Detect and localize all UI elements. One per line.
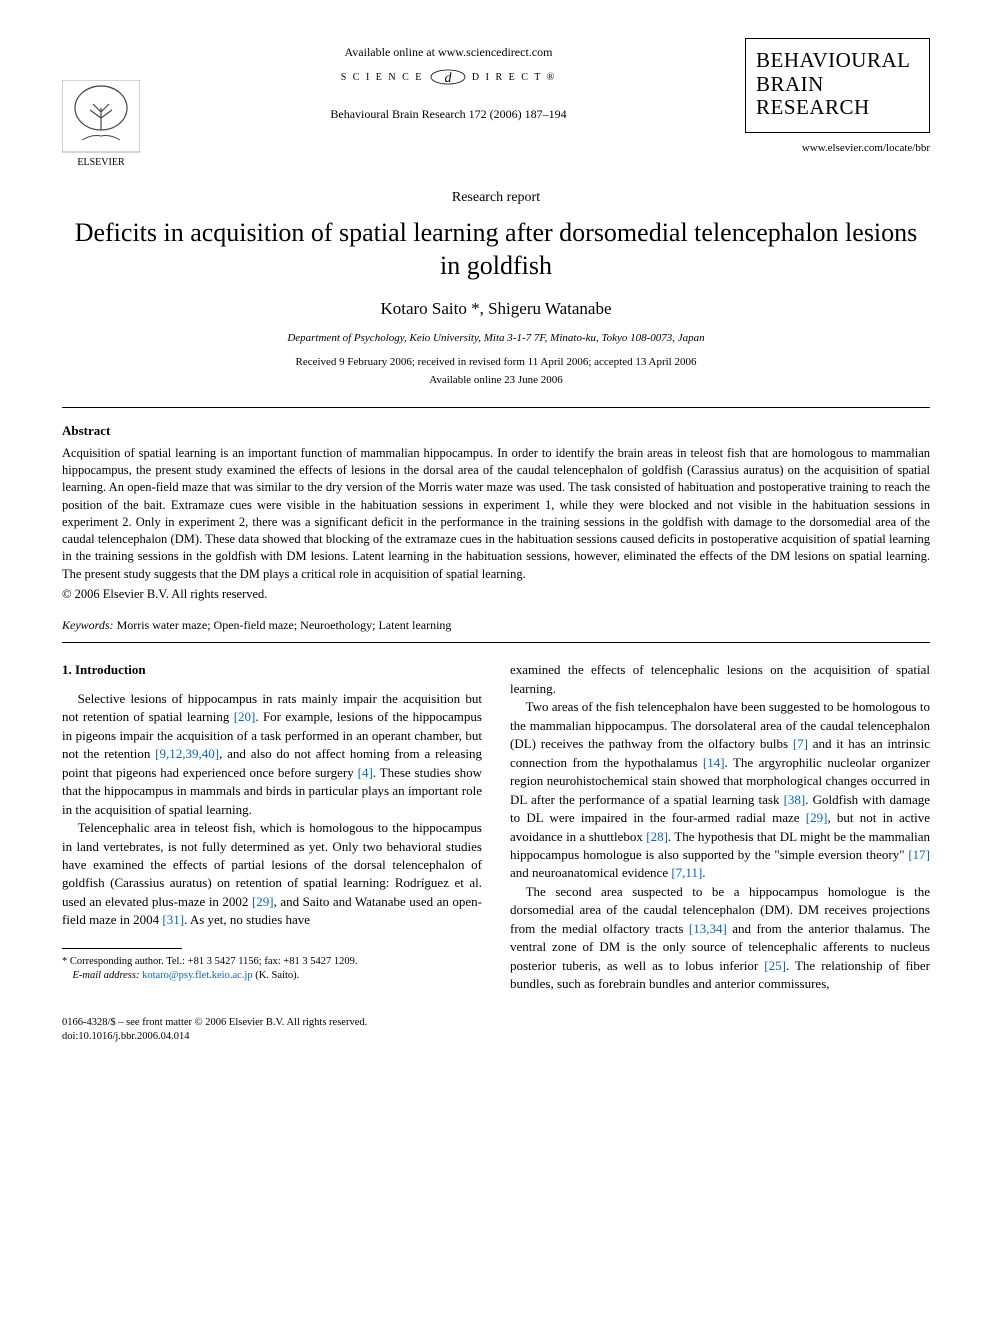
ref-link[interactable]: [25] — [764, 958, 786, 973]
corr-author-line: * Corresponding author. Tel.: +81 3 5427… — [62, 955, 482, 969]
article-title: Deficits in acquisition of spatial learn… — [62, 216, 930, 283]
available-online-text: Available online at www.sciencedirect.co… — [152, 44, 745, 61]
available-online-date: Available online 23 June 2006 — [62, 373, 930, 389]
abstract-copyright: © 2006 Elsevier B.V. All rights reserved… — [62, 585, 930, 603]
ref-link[interactable]: [14] — [703, 755, 725, 770]
journal-name-2: BRAIN — [756, 73, 919, 97]
elsevier-tree-logo: ELSEVIER — [62, 80, 140, 168]
authors: Kotaro Saito *, Shigeru Watanabe — [62, 297, 930, 322]
corresponding-author-footnote: * Corresponding author. Tel.: +81 3 5427… — [62, 955, 482, 983]
svg-text:d: d — [444, 71, 452, 86]
ref-link[interactable]: [17] — [908, 847, 930, 862]
body-columns: 1. Introduction Selective lesions of hip… — [62, 661, 930, 993]
journal-citation: Behavioural Brain Research 172 (2006) 18… — [152, 106, 745, 123]
rule-bottom — [62, 642, 930, 643]
history-dates: Received 9 February 2006; received in re… — [62, 355, 930, 371]
abstract-heading: Abstract — [62, 422, 930, 441]
journal-name-box: BEHAVIOURAL BRAIN RESEARCH — [745, 38, 930, 133]
para-2-cont: examined the effects of telencephalic le… — [510, 661, 930, 698]
page-header: ELSEVIER Available online at www.science… — [62, 38, 930, 174]
keywords-line: Keywords: Morris water maze; Open-field … — [62, 617, 930, 634]
section-1-heading: 1. Introduction — [62, 661, 482, 679]
footnote-separator — [62, 948, 182, 949]
page-footer: 0166-4328/$ – see front matter © 2006 El… — [62, 1016, 930, 1044]
publisher-block: ELSEVIER — [62, 38, 152, 174]
journal-name-1: BEHAVIOURAL — [756, 49, 919, 73]
ref-link[interactable]: [28] — [646, 829, 668, 844]
header-center: Available online at www.sciencedirect.co… — [152, 38, 745, 124]
ref-link[interactable]: [31] — [162, 912, 184, 927]
journal-brand: BEHAVIOURAL BRAIN RESEARCH www.elsevier.… — [745, 38, 930, 156]
ref-link[interactable]: [20] — [234, 709, 256, 724]
ref-link[interactable]: [7] — [793, 736, 808, 751]
journal-url: www.elsevier.com/locate/bbr — [745, 141, 930, 157]
email-label: E-mail address: — [73, 970, 140, 981]
ref-link[interactable]: [4] — [358, 765, 373, 780]
para-1: Selective lesions of hippocampus in rats… — [62, 690, 482, 819]
ref-link[interactable]: [7,11] — [671, 865, 702, 880]
rule-top — [62, 407, 930, 408]
email-link[interactable]: kotaro@psy.flet.keio.ac.jp — [142, 970, 252, 981]
para-2: Telencephalic area in teleost fish, whic… — [62, 819, 482, 930]
keywords-values: Morris water maze; Open-field maze; Neur… — [117, 618, 452, 632]
email-suffix: (K. Saito). — [255, 970, 299, 981]
para-3: Two areas of the fish telencephalon have… — [510, 698, 930, 883]
abstract-body: Acquisition of spatial learning is an im… — [62, 445, 930, 583]
svg-text:ELSEVIER: ELSEVIER — [77, 157, 125, 168]
left-column: 1. Introduction Selective lesions of hip… — [62, 661, 482, 993]
ref-link[interactable]: [38] — [784, 792, 806, 807]
abstract-text: Acquisition of spatial learning is an im… — [62, 446, 930, 581]
keywords-label: Keywords: — [62, 618, 114, 632]
journal-name-3: RESEARCH — [756, 96, 919, 120]
corr-email-line: E-mail address: kotaro@psy.flet.keio.ac.… — [62, 969, 482, 983]
para-4: The second area suspected to be a hippoc… — [510, 883, 930, 994]
footer-doi: doi:10.1016/j.bbr.2006.04.014 — [62, 1030, 930, 1044]
ref-link[interactable]: [29] — [806, 810, 828, 825]
right-column: examined the effects of telencephalic le… — [510, 661, 930, 993]
affiliation: Department of Psychology, Keio Universit… — [62, 331, 930, 347]
sciencedirect-logo: S C I E N C E d D I R E C T ® — [152, 67, 745, 86]
footer-copyright: 0166-4328/$ – see front matter © 2006 El… — [62, 1016, 930, 1030]
ref-link[interactable]: [29] — [252, 894, 274, 909]
ref-link[interactable]: [9,12,39,40] — [155, 746, 219, 761]
article-type: Research report — [62, 188, 930, 208]
ref-link[interactable]: [13,34] — [689, 921, 727, 936]
